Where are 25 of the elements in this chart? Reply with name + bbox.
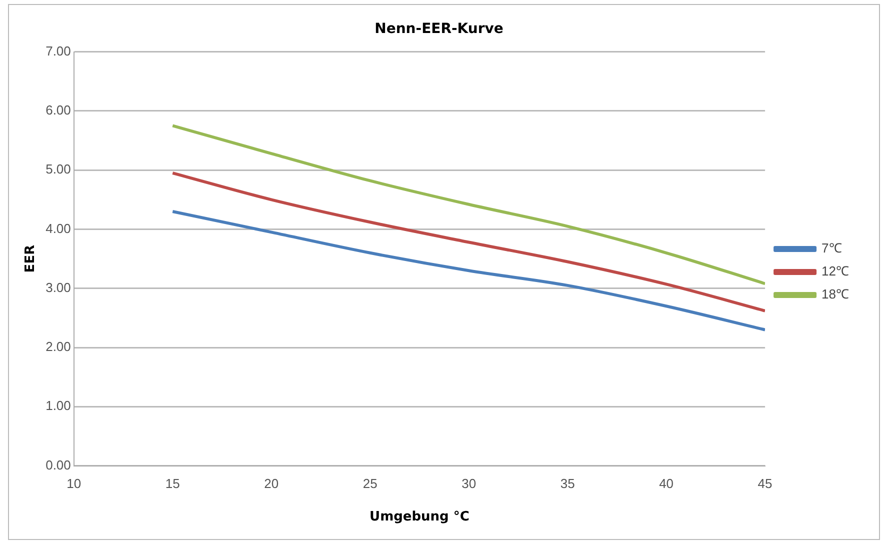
legend-label: 18℃ — [822, 286, 850, 302]
chart-title: Nenn-EER-Kurve — [374, 21, 504, 38]
y-tick-label: 4.00 — [46, 220, 71, 236]
line-series — [171, 172, 766, 312]
x-tick-label: 25 — [362, 476, 378, 492]
y-tick-label: 1.00 — [46, 398, 71, 414]
y-tick-label: 3.00 — [46, 280, 71, 295]
x-tick-label: 40 — [659, 476, 674, 492]
x-tick-label: 10 — [66, 476, 82, 492]
x-tick-label: 30 — [462, 476, 476, 492]
x-tick-label: 35 — [560, 476, 575, 492]
y-tick-label: 5.00 — [46, 162, 71, 177]
line-series — [171, 124, 766, 286]
y-tick-label: 6.00 — [46, 102, 71, 118]
y-tick-label: 7.00 — [46, 43, 71, 58]
x-axis-title: Umgebung °C — [370, 510, 470, 525]
x-tick-label: 45 — [758, 476, 772, 492]
x-tick-label: 20 — [264, 476, 279, 492]
y-tick-label: 2.00 — [46, 339, 71, 354]
y-tick-label: 0.00 — [46, 457, 71, 472]
legend-label: 7℃ — [822, 240, 842, 256]
legend-label: 12℃ — [822, 264, 850, 279]
line-series — [171, 210, 766, 332]
y-axis-title: EER — [23, 244, 38, 273]
x-tick-label: 15 — [165, 476, 180, 492]
